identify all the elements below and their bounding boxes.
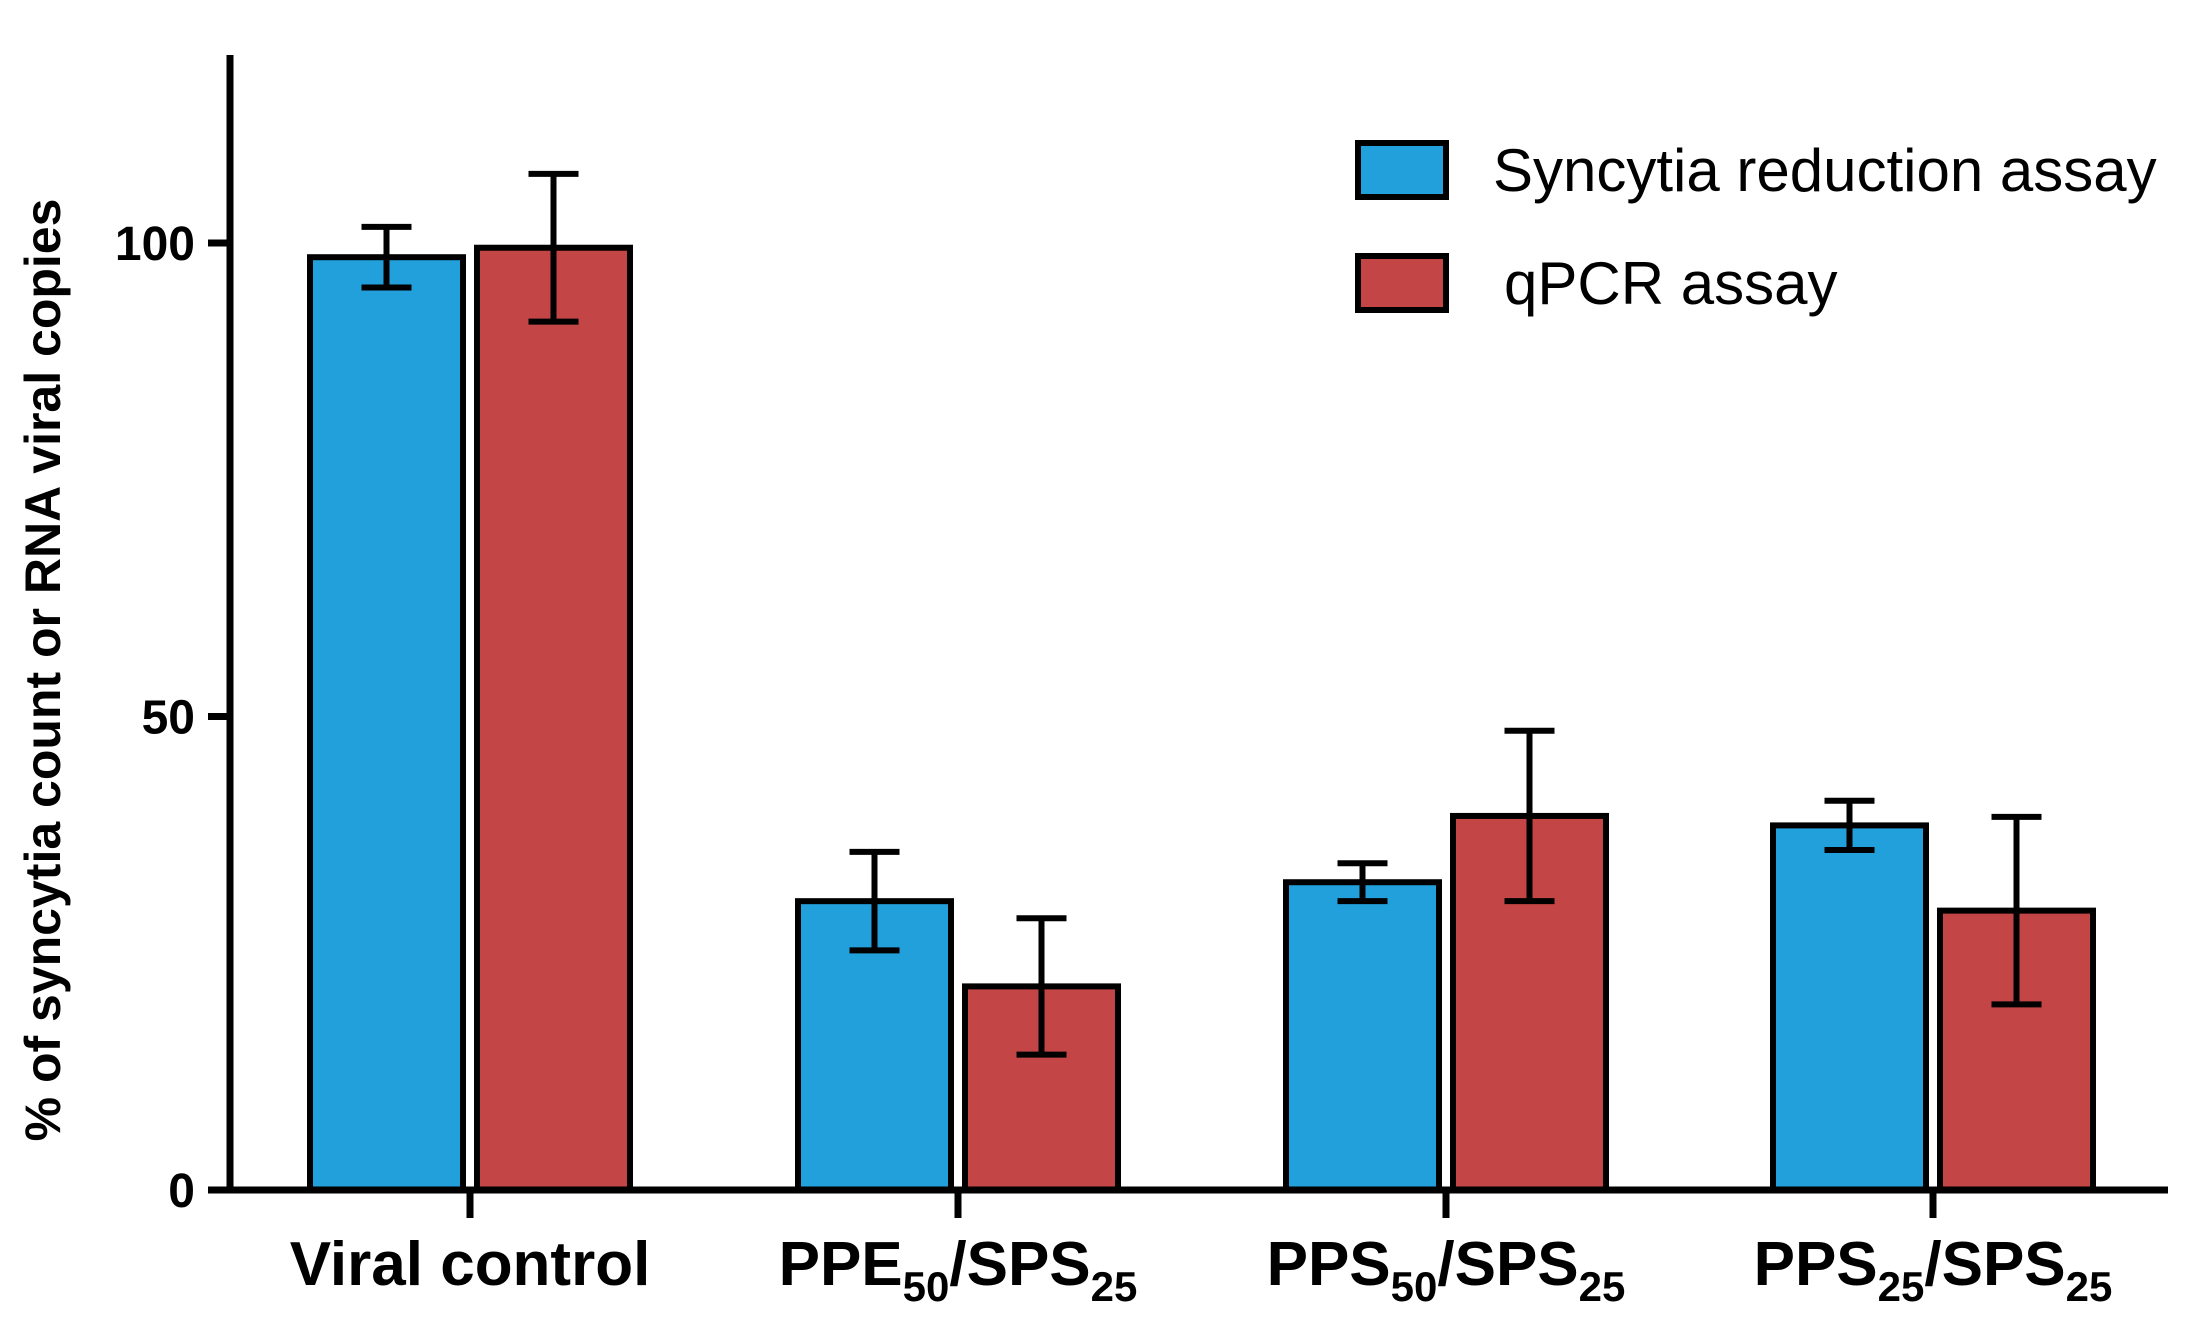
bar-2-series-0 xyxy=(1283,879,1442,1193)
bar-3-series-1 xyxy=(1937,907,2096,1193)
x-label-sub-1-1: 25 xyxy=(1091,1263,1138,1310)
x-label-sub-1-0: 50 xyxy=(903,1263,950,1310)
x-label-sub-2-0: 50 xyxy=(1391,1263,1438,1310)
x-label-sub-3-0: 25 xyxy=(1878,1263,1925,1310)
error-bars-layer xyxy=(361,170,2042,1058)
x-tick-label-2: PPS50/SPS25 xyxy=(1267,1230,1626,1310)
x-ticks: Viral control PPE50/SPS25 PPS50/SPS25 PPS25… xyxy=(290,1190,2113,1310)
legend-swatch-0 xyxy=(1355,140,1449,200)
x-label-sub-3-1: 25 xyxy=(2066,1263,2113,1310)
x-label-part-3-1: /SPS xyxy=(1924,1230,2065,1299)
legend-label-1: qPCR assay xyxy=(1504,250,1837,317)
bar-3-series-0 xyxy=(1770,822,1929,1194)
bar-0-series-0 xyxy=(307,254,466,1193)
x-label-part-1-0: PPE xyxy=(779,1230,903,1299)
x-label-part-2-0: PPS xyxy=(1267,1230,1391,1299)
legend: Syncytia reduction assay qPCR assay xyxy=(1355,137,2157,317)
x-label-part-3-0: PPS xyxy=(1754,1230,1878,1299)
y-axis-title-group: % of syncytia count or RNA viral copies xyxy=(15,199,71,1142)
bars-layer xyxy=(307,244,2096,1194)
x-label-part-1-1: /SPS xyxy=(949,1230,1090,1299)
y-tick-label-0: 0 xyxy=(168,1165,195,1218)
y-ticks: 0 50 100 xyxy=(115,218,230,1218)
y-tick-label-50: 50 xyxy=(142,692,195,745)
x-tick-label-3: PPS25/SPS25 xyxy=(1754,1230,2113,1310)
x-label-sub-2-1: 25 xyxy=(1579,1263,1626,1310)
legend-label-0: Syncytia reduction assay xyxy=(1493,137,2157,204)
legend-swatch-1 xyxy=(1355,253,1449,313)
x-tick-label-0: Viral control xyxy=(290,1230,651,1299)
x-label-part-2-1: /SPS xyxy=(1437,1230,1578,1299)
y-axis-title: % of syncytia count or RNA viral copies xyxy=(15,199,71,1142)
y-tick-label-100: 100 xyxy=(115,218,195,271)
bar-0-series-1 xyxy=(474,244,633,1194)
x-tick-label-1: PPE50/SPS25 xyxy=(779,1230,1138,1310)
